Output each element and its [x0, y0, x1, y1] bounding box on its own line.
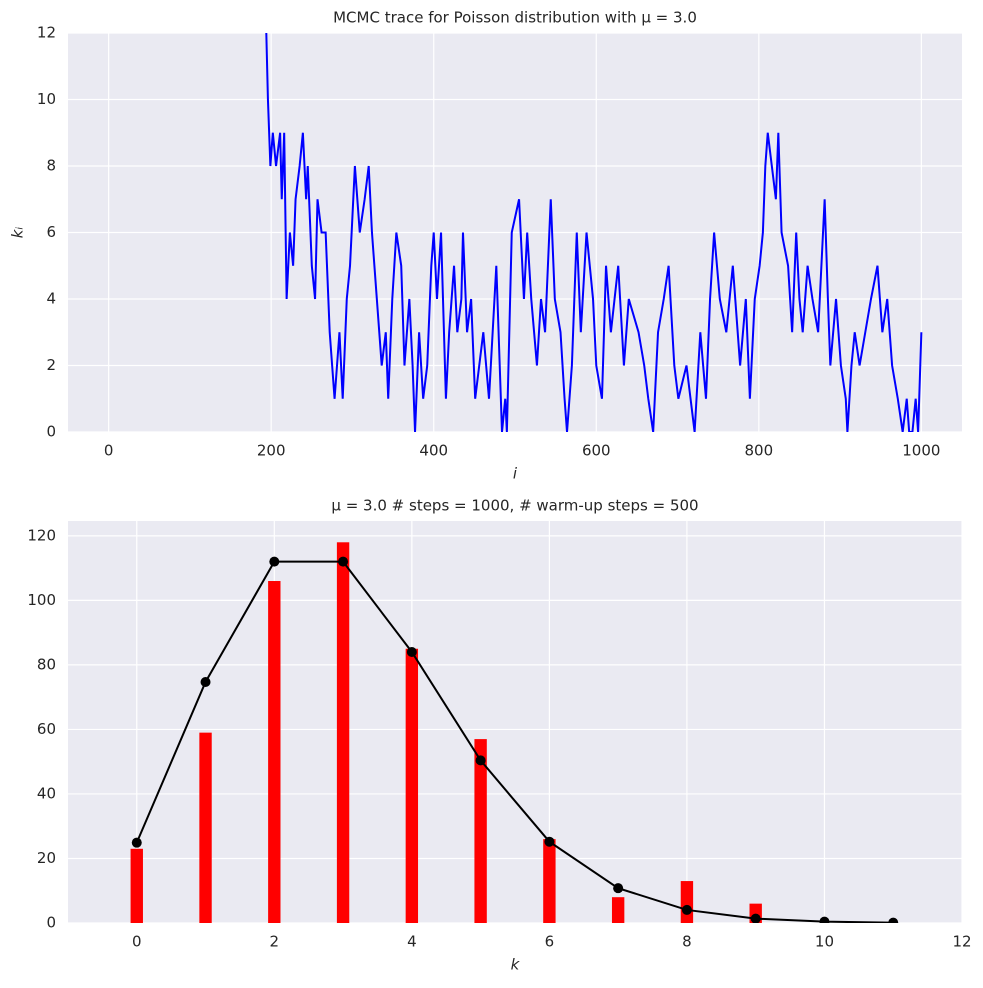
chart-title: MCMC trace for Poisson distribution with… — [333, 9, 697, 27]
x-tick-label: 600 — [582, 442, 611, 460]
y-tick-label: 60 — [37, 720, 56, 738]
y-tick-label: 8 — [46, 157, 56, 175]
bar — [474, 739, 487, 923]
data-point — [406, 646, 417, 657]
x-tick-label: 400 — [419, 442, 448, 460]
x-axis-label: k — [511, 956, 521, 974]
y-tick-label: 80 — [37, 655, 56, 673]
y-tick-label: 6 — [46, 223, 56, 241]
y-tick-label: 20 — [37, 849, 56, 867]
bar — [405, 648, 419, 923]
data-point — [338, 556, 349, 567]
data-point — [475, 755, 486, 766]
bar — [680, 881, 694, 923]
data-point — [888, 917, 899, 923]
y-tick-label: 0 — [46, 423, 56, 441]
x-tick-label: 0 — [132, 933, 142, 951]
y-tick-label: 4 — [46, 290, 56, 308]
bar — [611, 897, 625, 923]
data-point — [750, 913, 761, 923]
x-tick-label: 4 — [407, 933, 417, 951]
x-tick-label: 6 — [545, 933, 555, 951]
x-tick-label: 1000 — [902, 442, 940, 460]
y-tick-label: 12 — [37, 24, 56, 42]
bar — [543, 839, 556, 923]
bar — [336, 542, 350, 923]
plot-marks — [265, 33, 923, 432]
x-tick-label: 0 — [104, 442, 114, 460]
data-point — [819, 916, 830, 923]
x-axis-label: i — [513, 465, 518, 483]
x-tick-label: 10 — [815, 933, 834, 951]
y-tick-label: 120 — [27, 526, 56, 544]
x-tick-label: 800 — [744, 442, 773, 460]
data-line — [265, 33, 923, 432]
y-axis-label: kᵢ — [9, 227, 27, 239]
y-tick-label: 100 — [27, 591, 56, 609]
x-tick-label: 200 — [257, 442, 286, 460]
y-tick-label: 10 — [37, 90, 56, 108]
bar — [130, 848, 143, 923]
plot-marks — [130, 542, 899, 923]
plot-area — [68, 521, 962, 923]
data-point — [131, 837, 142, 848]
y-tick-label: 40 — [37, 784, 56, 802]
x-tick-label: 12 — [952, 933, 971, 951]
y-tick-label: 2 — [46, 356, 56, 374]
y-tick-label: 0 — [46, 914, 56, 932]
bar — [268, 581, 281, 923]
data-point — [613, 883, 624, 894]
data-point — [681, 904, 692, 915]
data-point — [200, 676, 211, 687]
data-point — [544, 836, 555, 847]
data-line — [135, 560, 894, 923]
x-tick-label: 8 — [682, 933, 692, 951]
x-tick-label: 2 — [270, 933, 280, 951]
chart-title: μ = 3.0 # steps = 1000, # warm-up steps … — [331, 497, 698, 515]
data-point — [269, 556, 280, 567]
bar — [199, 732, 212, 923]
